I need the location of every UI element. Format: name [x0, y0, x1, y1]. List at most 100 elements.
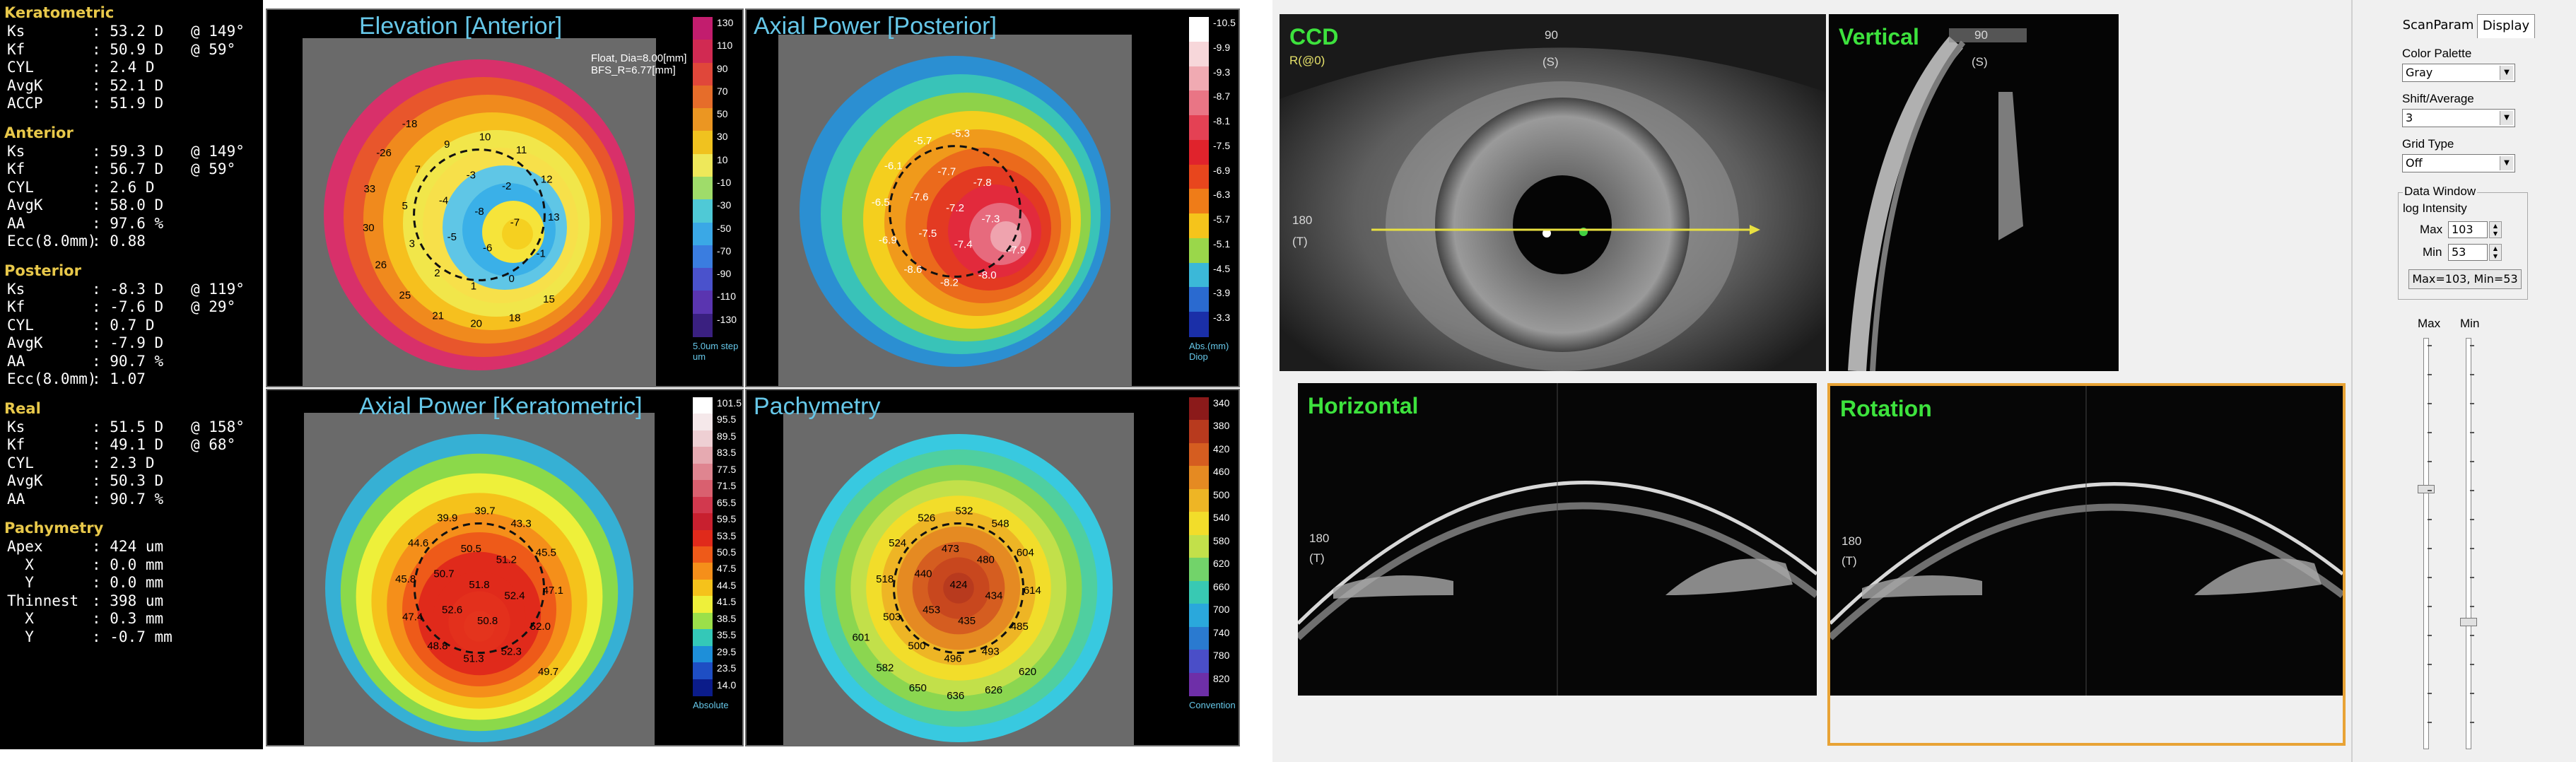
data-row: Ecc(8.0mm): 0.88 [7, 233, 269, 251]
scale-label: -10.5 [1213, 17, 1236, 28]
ccd-image[interactable]: CCD R(@0) 90 (S) 180 (T) [1280, 14, 1826, 371]
min-input[interactable]: 53 [2448, 244, 2488, 261]
map-value-label: 503 [883, 611, 901, 623]
color-palette-select[interactable]: Gray ▼ [2402, 64, 2515, 82]
row-label: AA [7, 214, 25, 232]
scale-swatch [1189, 672, 1209, 696]
scale-swatch [1189, 650, 1209, 674]
scale-label: 30 [717, 131, 728, 143]
map-value-label: 1 [471, 280, 476, 292]
map-value-label: -6.9 [879, 235, 897, 247]
scale-swatch [1189, 164, 1209, 190]
ccd-left-angle: 180 [1292, 213, 1313, 227]
data-row: Apex: 424 um [7, 538, 269, 556]
map-value-label: -7.2 [946, 202, 964, 214]
row-value: : -7.6 D [92, 298, 164, 315]
scale-swatch [693, 546, 713, 564]
min-spinner[interactable]: ▲ ▼ [2489, 244, 2502, 261]
scale-swatch [693, 268, 713, 292]
map-value-label: 526 [918, 512, 935, 524]
min-slider-thumb[interactable] [2460, 618, 2477, 626]
row-axis: @ 119° [191, 280, 245, 298]
scale-footer: 5.0um step um [693, 341, 739, 362]
map-value-label: 11 [516, 144, 527, 156]
scale-swatch [693, 430, 713, 448]
chevron-down-icon: ▼ [2500, 66, 2513, 80]
row-label: X [7, 610, 34, 627]
scale-swatch [1189, 312, 1209, 337]
map-value-label: 50.5 [461, 543, 481, 555]
data-row: AvgK: 52.1 D [7, 77, 269, 95]
map-value-label: -7.6 [911, 191, 929, 203]
map-value-label: 47.4 [402, 611, 423, 623]
max-spinner[interactable]: ▲ ▼ [2489, 221, 2502, 238]
map-value-label: 39.7 [474, 505, 495, 517]
data-row: CYL: 2.4 D [7, 59, 269, 77]
data-row: ACCP: 51.9 D [7, 95, 269, 113]
map-value-label: 440 [915, 568, 932, 580]
map-value-label: 45.8 [395, 573, 416, 585]
scale-swatch [1189, 466, 1209, 490]
scale-label: -50 [717, 222, 732, 234]
row-value: : 0.3 mm [92, 610, 164, 627]
range-button[interactable]: Max=103, Min=53 [2408, 269, 2522, 289]
scale-swatch [1189, 626, 1209, 651]
map-value-label: 33 [363, 183, 375, 195]
map-value-label: 485 [1011, 621, 1029, 633]
map-value-label: 453 [923, 604, 940, 616]
scale-label: -70 [717, 245, 732, 257]
min-slider[interactable] [2466, 338, 2471, 749]
scale-label: 38.5 [717, 612, 737, 624]
tab-display[interactable]: Display [2477, 14, 2535, 38]
map-value-label: 500 [908, 640, 925, 652]
data-window-label: Data Window [2403, 184, 2478, 199]
axial-posterior-map-panel: -7.2 -7.3 -7.4 -7.5 -7.6 -7.7 -7.8 -7.9 -8.0 -8.2… [745, 8, 1240, 387]
data-row: CYL: 2.3 D [7, 455, 269, 473]
max-slider-thumb[interactable] [2418, 485, 2435, 493]
map-value-label: 548 [992, 518, 1009, 530]
map-value-label: 47.1 [543, 585, 563, 597]
ccd-left-sub: (T) [1292, 235, 1308, 248]
row-label: AA [7, 352, 25, 370]
scale-label: 47.5 [717, 563, 737, 575]
map-value-label: -8.0 [978, 269, 997, 281]
slider-tick [2470, 345, 2474, 346]
row-value: : -8.3 D [92, 280, 164, 298]
row-value: : 2.3 D [92, 454, 155, 471]
scale-label: 89.5 [717, 430, 737, 442]
map-value-label: -8.2 [940, 276, 959, 288]
max-slider[interactable] [2423, 338, 2429, 749]
shift-average-select[interactable]: 3 ▼ [2402, 109, 2515, 127]
map-value-label: 50.8 [477, 615, 498, 627]
ccd-r-label: R(@0) [1289, 54, 1325, 67]
data-row: Y: -0.7 mm [7, 628, 269, 647]
topography-report: Keratometric Ks: 53.2 D @ 149° Kf: 50.9 D @ … [0, 0, 1244, 762]
slider-min-label: Min [2460, 317, 2480, 330]
vertical-top-angle: 90 [1974, 28, 1988, 42]
horizontal-left-angle: 180 [1309, 532, 1330, 545]
map-value-label: 496 [944, 652, 961, 664]
scale-label: 620 [1213, 558, 1230, 570]
grid-type-select[interactable]: Off ▼ [2402, 154, 2515, 172]
map-value-label: -7.3 [982, 213, 1000, 225]
scale-label: 130 [717, 17, 734, 28]
scale-label: 44.5 [717, 579, 737, 591]
map-title: Pachymetry [754, 393, 881, 420]
scale-label: 50.5 [717, 546, 737, 558]
map-title: Axial Power [Posterior] [754, 13, 997, 40]
tab-scanparam[interactable]: ScanParam [2399, 14, 2477, 38]
row-value: : 424 um [92, 538, 164, 555]
map-info-text: Float, Dia=8.00[mm] BFS_R=6.77[mm] [591, 52, 687, 76]
row-axis: @ 68° [191, 436, 236, 453]
map-title: Axial Power [Keratometric] [359, 393, 643, 420]
map-value-label: 518 [876, 573, 894, 585]
horizontal-scan-image[interactable]: Horizontal 180 (T) [1298, 383, 1817, 696]
row-value: : 0.7 D [92, 316, 155, 334]
slider-tick [2428, 461, 2432, 462]
data-row: Ecc(8.0mm): 1.07 [7, 370, 269, 389]
scale-swatch [693, 579, 713, 597]
vertical-scan-image[interactable]: Vertical 90 (S) [1829, 14, 2119, 371]
rotation-scan-image[interactable]: Rotation 180 (T) [1827, 383, 2346, 746]
row-value: : 58.0 D [92, 197, 164, 213]
max-input[interactable]: 103 [2448, 221, 2488, 238]
